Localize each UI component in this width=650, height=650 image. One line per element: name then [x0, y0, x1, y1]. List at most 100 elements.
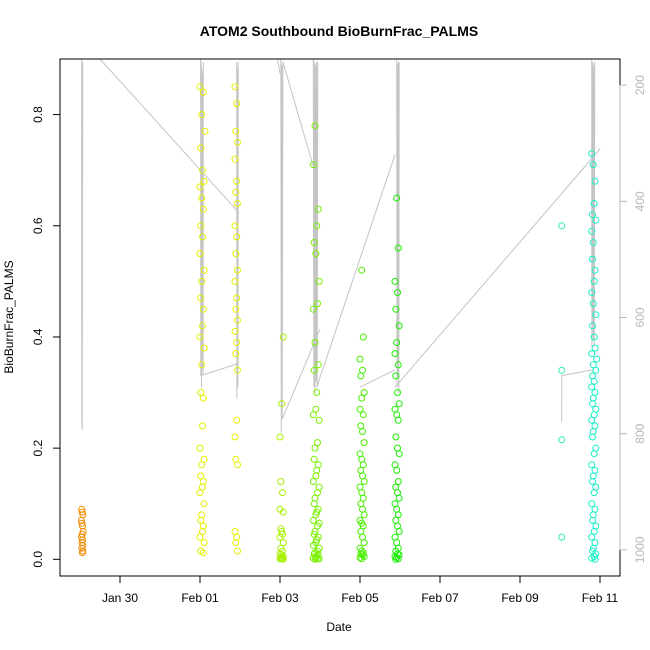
data-point — [588, 227, 596, 235]
data-point — [591, 539, 599, 547]
y2-tick-label: 200 — [633, 75, 647, 95]
data-point — [196, 333, 204, 341]
data-point — [357, 372, 365, 380]
data-point — [592, 216, 600, 224]
data-point — [200, 344, 208, 352]
data-point — [588, 533, 596, 541]
profile-line — [277, 58, 281, 74]
profile-line — [561, 369, 594, 423]
data-point — [196, 444, 204, 452]
data-point — [314, 361, 322, 369]
data-point — [313, 389, 321, 396]
data-point — [357, 500, 365, 508]
data-point — [314, 439, 321, 447]
data-point — [590, 528, 598, 535]
data-point — [78, 508, 86, 516]
data-point — [591, 422, 599, 430]
data-point — [591, 389, 599, 396]
data-point — [391, 461, 399, 469]
data-point — [78, 549, 86, 557]
data-point — [359, 411, 367, 419]
data-point — [309, 305, 317, 313]
data-point — [558, 533, 566, 541]
data-point — [276, 433, 284, 441]
data-point — [199, 305, 207, 313]
data-point — [589, 322, 596, 330]
data-point — [588, 289, 596, 296]
x-tick-label: Feb 03 — [261, 591, 299, 605]
data-point — [591, 177, 599, 185]
data-point — [394, 478, 402, 485]
data-point — [588, 500, 596, 508]
data-point — [234, 547, 241, 555]
data-point — [310, 239, 318, 246]
data-point — [231, 433, 239, 441]
data-point — [309, 478, 317, 485]
y2-tick-label: 1000 — [633, 536, 647, 563]
data-point — [356, 355, 364, 363]
data-point — [589, 300, 597, 308]
scatter-points — [77, 83, 601, 563]
data-point — [231, 155, 239, 163]
data-point — [232, 539, 240, 547]
data-point — [310, 366, 318, 374]
data-point — [359, 472, 366, 480]
data-point — [312, 405, 320, 413]
data-point — [232, 250, 240, 258]
data-point — [234, 366, 241, 374]
x-tick-label: Feb 05 — [341, 591, 379, 605]
data-point — [356, 450, 364, 458]
data-point — [394, 389, 401, 396]
profile-line — [396, 58, 400, 394]
data-point — [199, 394, 207, 402]
data-point — [590, 450, 598, 458]
data-point — [197, 294, 205, 302]
data-point — [234, 138, 241, 146]
data-point — [233, 233, 241, 241]
data-point — [394, 244, 402, 252]
data-point — [199, 322, 206, 330]
data-point — [196, 533, 204, 541]
data-point — [201, 127, 209, 135]
data-point — [589, 516, 596, 524]
data-point — [589, 400, 596, 408]
data-point — [233, 100, 241, 107]
data-point — [558, 436, 566, 444]
data-point — [279, 333, 287, 341]
data-point — [558, 366, 566, 374]
y-tick-label: 0.2 — [31, 439, 45, 456]
data-point — [311, 122, 319, 130]
data-point — [197, 144, 205, 152]
data-point — [392, 433, 400, 441]
data-point — [200, 266, 208, 274]
data-point — [591, 555, 599, 563]
y-axis: 0.0 0.2 0.4 0.6 0.8 — [31, 106, 61, 568]
data-point — [394, 416, 402, 424]
data-point — [309, 541, 317, 549]
data-point — [232, 127, 240, 135]
data-point — [588, 383, 596, 391]
data-point — [394, 289, 401, 296]
data-point — [198, 461, 206, 469]
data-point — [358, 555, 366, 563]
data-point — [589, 544, 597, 552]
data-point — [233, 177, 241, 185]
profile-line — [236, 61, 239, 399]
data-point — [234, 316, 241, 324]
data-point — [233, 533, 241, 541]
x-tick-label: Feb 09 — [501, 591, 539, 605]
profile-line — [200, 363, 237, 377]
data-point — [359, 428, 366, 435]
data-point — [314, 300, 321, 308]
y2-tick-label: 800 — [633, 423, 647, 443]
data-point — [279, 539, 287, 547]
data-point — [394, 444, 401, 452]
data-point — [359, 366, 366, 374]
data-point — [231, 327, 239, 335]
data-point — [395, 528, 403, 535]
data-point — [588, 350, 596, 358]
data-point — [310, 455, 318, 463]
data-point — [312, 250, 320, 258]
data-point — [231, 83, 239, 91]
profile-lines — [81, 58, 601, 433]
